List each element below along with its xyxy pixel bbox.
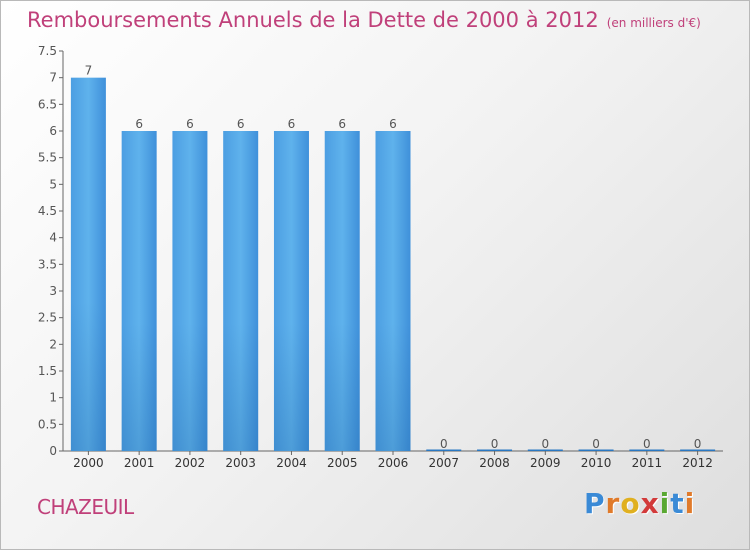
logo-letter: x xyxy=(640,487,660,520)
bar-shade-2002 xyxy=(172,131,208,451)
x-tick-label-2007: 2007 xyxy=(428,456,459,470)
bar-shade-2004 xyxy=(273,131,309,451)
value-label-2004: 6 xyxy=(288,117,296,131)
y-tick-label: 0 xyxy=(49,444,57,458)
bar-shade-2001 xyxy=(121,131,157,451)
x-tick-label-2006: 2006 xyxy=(378,456,409,470)
x-tick-label-2003: 2003 xyxy=(225,456,256,470)
x-tick-labels: 2000 2001 2002 2003 2004 2005 2006 2007 2008 2009… xyxy=(73,456,713,470)
logo-letter: t xyxy=(670,487,685,520)
title-unit: (en milliers d'€) xyxy=(606,16,701,30)
y-tick-label: 3.5 xyxy=(38,257,57,271)
value-label-2007: 0 xyxy=(440,437,448,451)
y-tick-label: 6 xyxy=(49,124,57,138)
bar-2008 xyxy=(477,449,513,451)
y-tick-label: 7.5 xyxy=(38,44,57,58)
y-tick-label: 0.5 xyxy=(38,417,57,431)
proxiti-logo: Proxiti xyxy=(584,487,695,520)
logo-letter: o xyxy=(620,487,641,520)
y-tick-label: 7 xyxy=(49,71,57,85)
value-label-2001: 6 xyxy=(135,117,143,131)
x-tick-label-2001: 2001 xyxy=(124,456,155,470)
value-label-2010: 0 xyxy=(592,437,600,451)
title-text: Remboursements Annuels de la Dette de 20… xyxy=(27,8,599,32)
logo-letter: P xyxy=(584,487,606,520)
bars xyxy=(70,77,716,452)
bar-shade-2006 xyxy=(375,131,411,451)
x-tick-label-2010: 2010 xyxy=(581,456,612,470)
bar-shade-2005 xyxy=(324,131,360,451)
y-tick-label: 4 xyxy=(49,231,57,245)
y-tick-label: 2.5 xyxy=(38,311,57,325)
bar-shade-2000 xyxy=(70,77,106,452)
x-tick-label-2005: 2005 xyxy=(327,456,358,470)
y-tick-label: 3 xyxy=(49,284,57,298)
x-tick-label-2011: 2011 xyxy=(632,456,663,470)
x-tick-label-2000: 2000 xyxy=(73,456,104,470)
value-label-2006: 6 xyxy=(389,117,397,131)
logo-letter: i xyxy=(684,487,696,520)
bar-shade-2003 xyxy=(223,131,259,451)
bar-2009 xyxy=(527,449,563,451)
y-tick-label: 2 xyxy=(49,337,57,351)
bar-2011 xyxy=(629,449,665,451)
y-tick-label: 5 xyxy=(49,177,57,191)
y-tick-label: 5.5 xyxy=(38,151,57,165)
value-label-2009: 0 xyxy=(541,437,549,451)
value-labels: 7 6 6 6 6 6 6 0 0 0 0 0 0 xyxy=(85,64,702,451)
bar-2007 xyxy=(426,449,462,451)
value-label-2005: 6 xyxy=(338,117,346,131)
value-label-2003: 6 xyxy=(237,117,245,131)
x-tick-label-2012: 2012 xyxy=(682,456,713,470)
value-label-2011: 0 xyxy=(643,437,651,451)
bar-2010 xyxy=(578,449,614,451)
x-tick-label-2008: 2008 xyxy=(479,456,510,470)
commune-name: CHAZEUIL xyxy=(37,495,134,519)
logo-letter: r xyxy=(605,487,621,520)
chart-title: Remboursements Annuels de la Dette de 20… xyxy=(27,8,701,32)
value-label-2000: 7 xyxy=(85,64,93,78)
y-tick-label: 1 xyxy=(49,391,57,405)
x-tick-label-2002: 2002 xyxy=(175,456,206,470)
value-label-2002: 6 xyxy=(186,117,194,131)
y-tick-label: 1.5 xyxy=(38,364,57,378)
x-tick-label-2009: 2009 xyxy=(530,456,561,470)
y-tick-label: 6.5 xyxy=(38,97,57,111)
y-tick-label: 4.5 xyxy=(38,204,57,218)
y-tick-labels: 0 0.5 1 1.5 2 2.5 3 3.5 4 4.5 5 5.5 6 6.5 7 7.5 xyxy=(38,44,57,458)
x-tick-label-2004: 2004 xyxy=(276,456,307,470)
value-label-2008: 0 xyxy=(491,437,499,451)
bar-2012 xyxy=(680,449,716,451)
logo-letter: i xyxy=(659,487,671,520)
value-label-2012: 0 xyxy=(694,437,702,451)
